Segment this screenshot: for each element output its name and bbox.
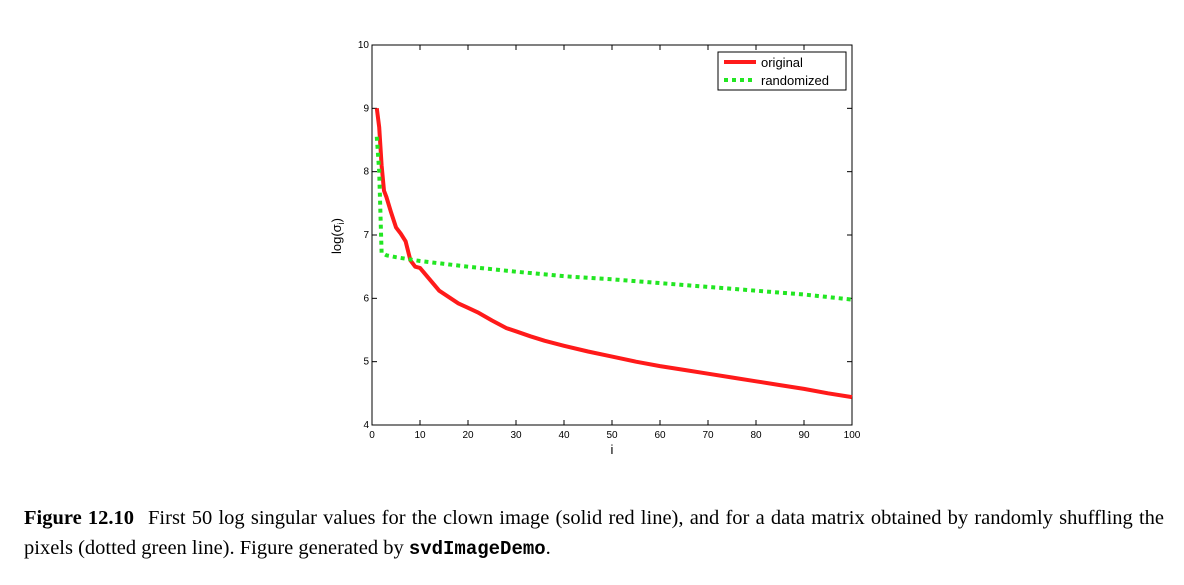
x-tick-label: 70: [702, 430, 714, 441]
y-tick-label: 4: [363, 420, 369, 431]
x-tick-label: 10: [414, 430, 426, 441]
caption-end: .: [545, 537, 551, 559]
x-tick-label: 50: [606, 430, 618, 441]
x-tick-label: 80: [750, 430, 762, 441]
y-axis-label: log(σi): [329, 218, 346, 254]
legend-label-original: original: [761, 55, 803, 70]
x-tick-label: 100: [844, 430, 861, 441]
x-tick-label: 30: [510, 430, 522, 441]
legend-label-randomized: randomized: [761, 73, 829, 88]
x-axis-ticks: 0 10 20 30 40 50 60 70 80 90 100: [369, 45, 861, 441]
y-axis-ticks: 4 5 6 7 8 9 10: [358, 40, 852, 431]
legend-box: [717, 51, 847, 91]
y-axis-label-main: log(σ: [329, 224, 344, 254]
x-tick-label: 60: [654, 430, 666, 441]
series-line-original: [374, 108, 853, 400]
x-axis-label: i: [611, 442, 614, 457]
caption-text: First 50 log singular values for the clo…: [24, 507, 1164, 559]
y-tick-label: 10: [358, 40, 370, 51]
series-layer: [374, 108, 853, 400]
y-axis-label-subscript: i: [336, 222, 346, 224]
x-tick-label: 90: [798, 430, 810, 441]
chart-legend: original randomized: [717, 51, 847, 91]
figure-caption: Figure 12.10 First 50 log singular values…: [24, 503, 1164, 564]
y-tick-label: 8: [363, 167, 369, 178]
caption-code: svdImageDemo: [408, 538, 546, 560]
x-tick-label: 0: [369, 430, 375, 441]
y-tick-label: 7: [363, 230, 369, 241]
x-tick-label: 40: [558, 430, 570, 441]
figure-label: Figure 12.10: [24, 507, 135, 529]
plot-area: 0 10 20 30 40 50 60 70 80 90 100 4 5 6 7 8 9 10: [358, 40, 861, 441]
y-tick-label: 6: [363, 293, 369, 304]
x-tick-label: 20: [462, 430, 474, 441]
y-axis-label-close: ): [329, 218, 344, 222]
y-tick-label: 5: [363, 357, 369, 368]
y-tick-label: 9: [363, 103, 369, 114]
plot-frame: [371, 44, 853, 426]
